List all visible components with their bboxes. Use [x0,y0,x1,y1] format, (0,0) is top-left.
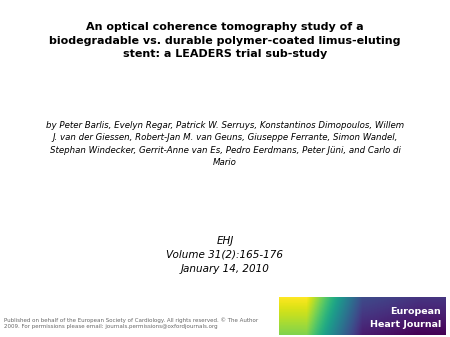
Text: EHJ
Volume 31(2):165-176
January 14, 2010: EHJ Volume 31(2):165-176 January 14, 201… [166,236,284,274]
Text: Published on behalf of the European Society of Cardiology. All rights reserved. : Published on behalf of the European Soci… [4,317,259,329]
Text: European: European [390,307,441,316]
Text: Heart Journal: Heart Journal [370,320,441,330]
Text: by Peter Barlis, Evelyn Regar, Patrick W. Serruys, Konstantinos Dimopoulos, Will: by Peter Barlis, Evelyn Regar, Patrick W… [46,121,404,167]
Text: An optical coherence tomography study of a
biodegradable vs. durable polymer-coa: An optical coherence tomography study of… [49,22,401,59]
